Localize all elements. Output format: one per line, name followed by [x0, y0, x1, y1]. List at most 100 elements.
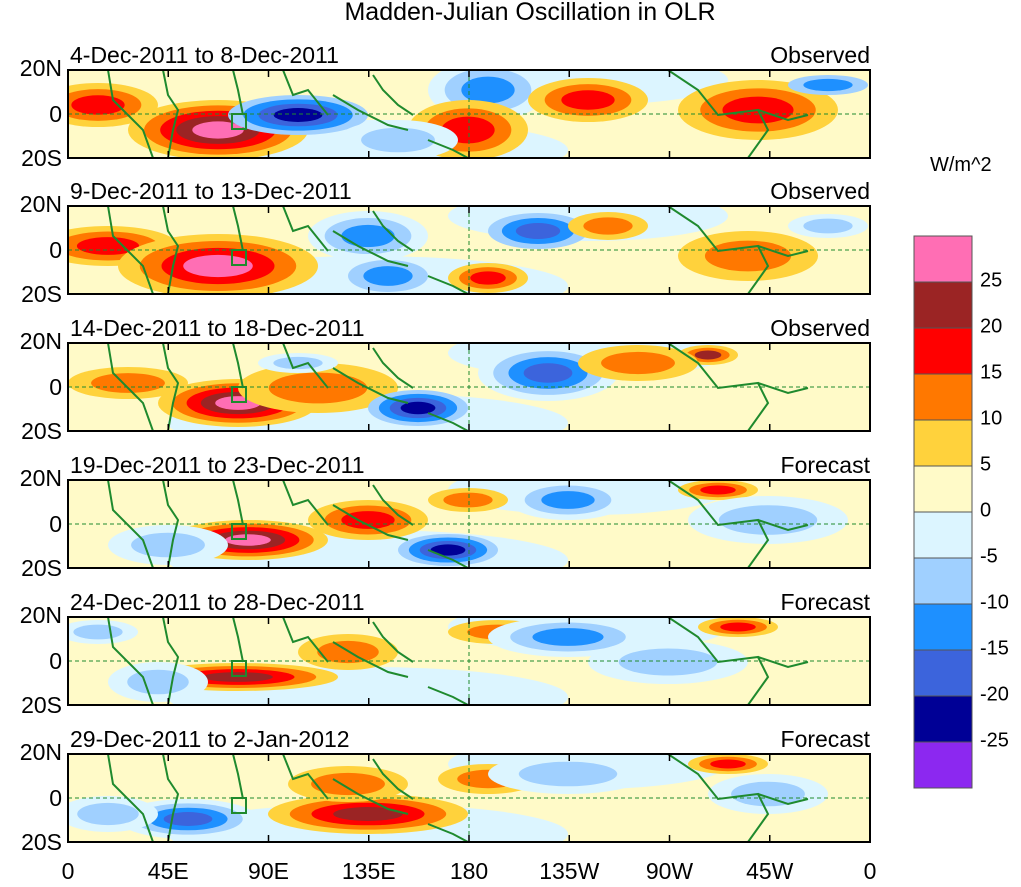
latitude-label: 20S: [21, 555, 62, 581]
colorbar-swatch: [913, 465, 973, 513]
latitude-label: 20N: [19, 465, 62, 491]
panel-date-range: 14-Dec-2011 to 18-Dec-2011: [70, 315, 365, 341]
olr-contour: [77, 802, 139, 826]
colorbar-tick-label: 25: [980, 269, 1003, 292]
colorbar: [913, 235, 973, 789]
latitude-label: 20S: [21, 145, 62, 171]
olr-contour: [518, 761, 618, 787]
olr-contour: [183, 254, 253, 278]
olr-contour: [273, 108, 323, 122]
olr-contour: [601, 351, 675, 375]
olr-contour: [700, 485, 736, 495]
latitude-label: 0: [49, 101, 62, 127]
olr-contour: [363, 266, 413, 286]
olr-contour: [803, 218, 853, 234]
latitude-label: 20N: [19, 602, 62, 628]
panel-date-range: 29-Dec-2011 to 2-Jan-2012: [70, 726, 350, 752]
olr-contour: [720, 622, 756, 632]
colorbar-swatch: [913, 281, 973, 329]
colorbar-units-label: W/m^2: [930, 154, 992, 176]
colorbar-tick-label: 20: [980, 315, 1003, 338]
latitude-label: 20N: [19, 55, 62, 81]
olr-contour: [73, 624, 123, 640]
longitude-label: 0: [61, 858, 75, 884]
colorbar-swatch: [913, 373, 973, 421]
latitude-label: 20S: [21, 692, 62, 718]
colorbar-swatch: [913, 419, 973, 467]
longitude-label: 45W: [746, 858, 794, 884]
colorbar-tick-label: 15: [980, 361, 1003, 384]
olr-contour: [131, 532, 205, 558]
olr-contour: [704, 240, 792, 272]
map-panel-1: [67, 69, 871, 159]
olr-contour: [333, 807, 403, 821]
longitude-label: 180: [449, 858, 489, 884]
colorbar-tick-label: -25: [980, 729, 1009, 752]
panel-date-range: 9-Dec-2011 to 13-Dec-2011: [70, 178, 352, 204]
colorbar-swatch: [913, 511, 973, 559]
olr-contour: [400, 401, 436, 415]
colorbar-tick-label: -5: [980, 545, 998, 568]
olr-contour: [515, 223, 561, 239]
latitude-label: 20N: [19, 191, 62, 217]
panel-data-kind: Forecast: [780, 589, 870, 615]
panel-data-kind: Forecast: [780, 726, 870, 752]
latitude-label: 20N: [19, 739, 62, 765]
latitude-label: 0: [49, 785, 62, 811]
olr-contour: [225, 534, 271, 546]
colorbar-tick-label: -20: [980, 683, 1009, 706]
colorbar-tick-label: -15: [980, 637, 1009, 660]
olr-contour: [470, 271, 506, 285]
panel-data-kind: Observed: [770, 42, 870, 68]
colorbar-tick-label: -10: [980, 591, 1009, 614]
latitude-label: 0: [49, 374, 62, 400]
panel-data-kind: Forecast: [780, 452, 870, 478]
olr-contour: [361, 127, 435, 153]
longitude-label: 90W: [645, 858, 694, 884]
latitude-label: 0: [49, 237, 62, 263]
panel-data-kind: Observed: [770, 178, 870, 204]
olr-contour: [532, 628, 604, 646]
olr-contour: [341, 224, 395, 248]
latitude-label: 20S: [21, 281, 62, 307]
longitude-label: 135W: [539, 858, 600, 884]
longitude-label: 45E: [147, 858, 189, 884]
map-panel-2: [67, 205, 871, 295]
colorbar-tick-label: 0: [980, 499, 992, 522]
olr-contour: [803, 78, 853, 92]
longitude-label: 0: [863, 858, 877, 884]
olr-contour: [71, 95, 125, 115]
olr-contour: [192, 121, 244, 139]
map-panel-4: [67, 479, 871, 569]
olr-contour: [561, 90, 615, 110]
latitude-label: 20N: [19, 328, 62, 354]
map-panel-5: [67, 616, 871, 706]
olr-contour: [163, 812, 213, 826]
colorbar-swatch: [913, 235, 973, 283]
latitude-label: 20S: [21, 418, 62, 444]
map-panel-6: [67, 753, 871, 843]
panel-date-range: 19-Dec-2011 to 23-Dec-2011: [70, 452, 365, 478]
olr-contour: [523, 363, 573, 383]
olr-contour: [430, 544, 466, 556]
colorbar-tick-label: 5: [980, 453, 992, 476]
colorbar-swatch: [913, 649, 973, 697]
panel-date-range: 24-Dec-2011 to 28-Dec-2011: [70, 589, 365, 615]
olr-contour: [311, 772, 385, 796]
latitude-label: 0: [49, 648, 62, 674]
longitude-label: 90E: [248, 858, 289, 884]
olr-contour: [583, 217, 633, 235]
colorbar-swatch: [913, 695, 973, 743]
chart-title: Madden-Julian Oscillation in OLR: [344, 0, 716, 26]
olr-contour: [268, 372, 368, 404]
olr-contour: [91, 373, 165, 393]
olr-contour: [710, 759, 746, 769]
latitude-label: 0: [49, 511, 62, 537]
olr-contour: [443, 492, 493, 508]
olr-contour: [694, 350, 722, 360]
colorbar-tick-label: 10: [980, 407, 1003, 430]
colorbar-swatch: [913, 557, 973, 605]
olr-contour: [341, 511, 395, 529]
map-panel-3: [67, 342, 871, 432]
longitude-label: 135E: [341, 858, 396, 884]
